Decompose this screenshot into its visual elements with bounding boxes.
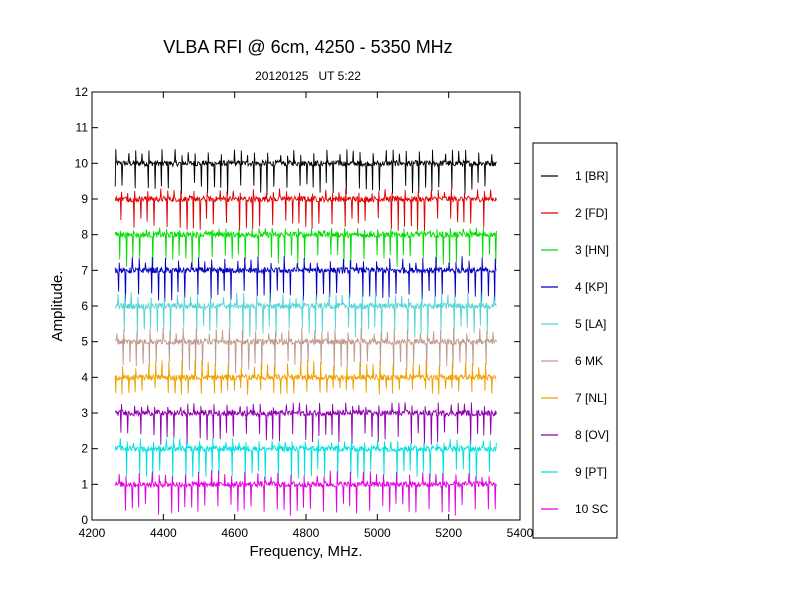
y-tick-label: 9 xyxy=(81,192,88,206)
series-lines xyxy=(114,149,497,516)
series-line-7 xyxy=(114,359,497,395)
y-tick-label: 2 xyxy=(81,442,88,456)
legend-label: 9 [PT] xyxy=(575,465,607,479)
legend-label: 10 SC xyxy=(575,502,609,516)
x-tick-label: 4800 xyxy=(293,526,320,540)
series-line-5 xyxy=(115,292,497,338)
series-line-3 xyxy=(114,227,497,267)
legend-label: 6 MK xyxy=(575,354,603,368)
axis-ticks: 4200 4400 4600 4800 5000 5200 5400012345678910… xyxy=(75,85,534,540)
x-tick-label: 5200 xyxy=(435,526,462,540)
y-tick-label: 0 xyxy=(81,513,88,527)
chart-title: VLBA RFI @ 6cm, 4250 - 5350 MHz xyxy=(163,37,452,57)
y-tick-label: 6 xyxy=(81,299,88,313)
y-tick-label: 10 xyxy=(75,156,89,170)
x-tick-label: 5000 xyxy=(364,526,391,540)
x-tick-label: 5400 xyxy=(507,526,534,540)
y-tick-label: 1 xyxy=(81,477,88,491)
y-tick-label: 7 xyxy=(81,263,88,277)
x-axis-label: Frequency, MHz. xyxy=(249,543,362,560)
legend-label: 7 [NL] xyxy=(575,391,607,405)
series-line-8 xyxy=(114,402,497,445)
y-tick-label: 5 xyxy=(81,335,88,349)
y-tick-label: 8 xyxy=(81,228,88,242)
series-line-2 xyxy=(114,188,497,232)
legend-label: 3 [HN] xyxy=(575,243,609,257)
legend: 1 [BR] 2 [FD] 3 [HN] 4 [KP] 5 [LA] 6 MK 7 [NL]… xyxy=(541,169,609,516)
legend-label: 4 [KP] xyxy=(575,280,608,294)
legend-label: 1 [BR] xyxy=(575,169,608,183)
y-tick-label: 12 xyxy=(75,85,89,99)
series-line-6 xyxy=(115,327,497,374)
series-line-1 xyxy=(114,149,497,196)
y-tick-label: 4 xyxy=(81,370,88,384)
y-axis-label: Amplitude. xyxy=(49,271,66,342)
chart-subtitle: 20120125 UT 5:22 xyxy=(255,69,361,83)
series-line-4 xyxy=(114,256,497,303)
legend-label: 2 [FD] xyxy=(575,206,608,220)
x-tick-label: 4400 xyxy=(150,526,177,540)
y-tick-label: 3 xyxy=(81,406,88,420)
series-line-9 xyxy=(114,437,497,481)
x-tick-label: 4200 xyxy=(79,526,106,540)
y-tick-label: 11 xyxy=(76,121,89,135)
x-tick-label: 4600 xyxy=(221,526,248,540)
legend-label: 5 [LA] xyxy=(575,317,606,331)
series-line-10 xyxy=(114,470,497,516)
legend-label: 8 [OV] xyxy=(575,428,609,442)
